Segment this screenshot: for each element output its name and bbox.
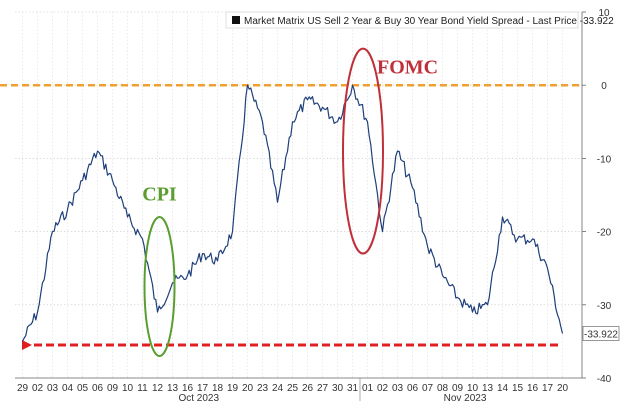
legend-label: Market Matrix US Sell 2 Year & Buy 30 Ye… [244,16,614,27]
x-tick-label: 16 [182,383,194,394]
x-tick-label: 09 [107,383,119,394]
spread-series-line [21,84,564,342]
legend: Market Matrix US Sell 2 Year & Buy 30 Ye… [225,11,614,29]
y-tick-label: -20 [597,228,612,239]
series-layer [21,84,564,342]
x-tick-label: 03 [392,383,404,394]
x-tick-label: 11 [137,383,148,394]
fomc-label: FOMC [377,57,438,79]
x-tick-label: 10 [467,383,479,394]
x-tick-label: 10 [122,383,134,394]
x-tick-label: 06 [92,383,104,394]
x-tick-label: 02 [32,383,44,394]
x-tick-label: 04 [62,383,74,394]
x-tick-label: 06 [407,383,419,394]
x-tick-label: 17 [542,383,554,394]
x-tick-label: 17 [197,383,209,394]
x-tick-label: 02 [377,383,389,394]
x-tick-label: 01 [362,383,374,394]
x-tick-label: 08 [437,383,449,394]
fomc-ellipse [342,47,384,255]
x-tick-label: 09 [452,383,464,394]
cpi-label: CPI [142,183,177,205]
last-price-label: -33.922 [584,330,618,341]
month-label: Oct 2023 [178,393,219,403]
y-tick-label: 0 [601,81,607,92]
x-tick-label: 30 [332,383,344,394]
x-tick-label: 24 [272,383,284,394]
reference-lines [0,83,582,351]
y-tick-label: -30 [597,301,612,312]
legend-swatch [232,16,240,24]
x-tick-label: 13 [482,383,494,394]
x-tick-label: 25 [287,383,299,394]
y-tick-label: 10 [598,8,610,19]
x-tick-label: 07 [422,383,434,394]
x-tick-label: 23 [257,383,269,394]
annotations: CPI FOMC [142,47,438,358]
month-label: Nov 2023 [444,393,487,403]
x-tick-label: 12 [152,383,164,394]
x-tick-label: 29 [17,383,29,394]
grid [15,11,582,379]
x-tick-label: 31 [347,383,359,394]
legend-box [225,11,579,29]
x-tick-label: 13 [167,383,179,394]
x-tick-label: 03 [47,383,59,394]
x-tick-label: 05 [77,383,89,394]
last-price-tag [582,326,620,341]
x-tick-label: 20 [242,383,254,394]
x-tick-label: 20 [557,383,569,394]
x-tick-label: 16 [527,383,539,394]
x-tick-label: 26 [302,383,314,394]
x-tick-label: 14 [497,383,509,394]
y-tick-label: -10 [597,154,612,165]
y-tick-label: -40 [597,374,612,385]
x-tick-label: 18 [212,383,224,394]
x-tick-label: 15 [512,383,524,394]
x-tick-label: 19 [227,383,239,394]
cpi-ellipse [143,215,176,358]
x-tick-label: 27 [317,383,329,394]
